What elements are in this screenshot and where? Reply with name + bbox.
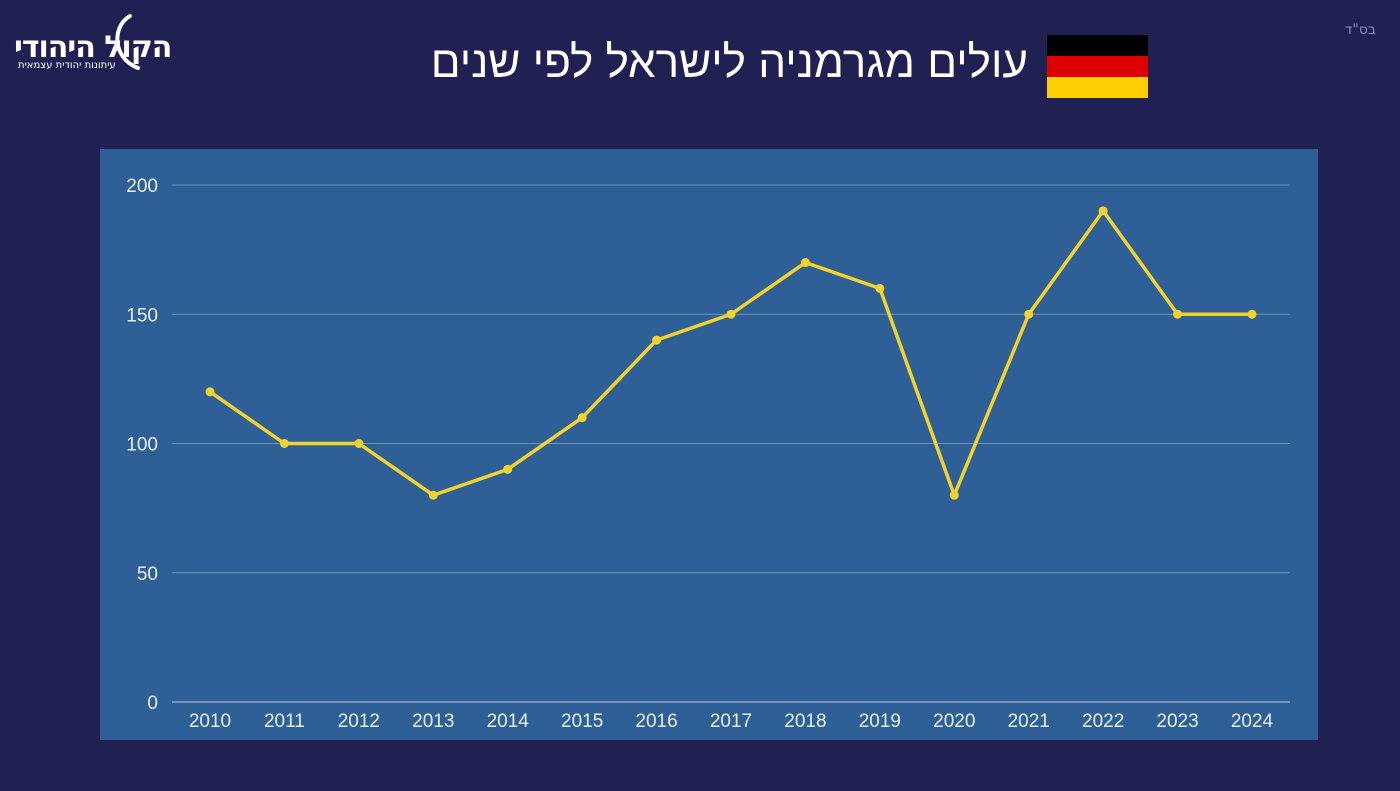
data-point [577, 413, 587, 423]
line-chart: 0 50 100 150 200 2010 2011 2012 2013 2014 2015 2016… [126, 176, 1290, 732]
x-tick-label: 2023 [1156, 711, 1198, 732]
data-point [1024, 309, 1034, 319]
x-tick-label: 2015 [561, 711, 603, 732]
x-tick-label: 2019 [859, 711, 901, 732]
flag-stripe-gold [1047, 77, 1148, 98]
data-point [428, 490, 438, 500]
y-tick-label: 150 [126, 305, 158, 326]
x-tick-label: 2022 [1082, 711, 1124, 732]
data-point [1247, 309, 1257, 319]
y-tick-label: 200 [126, 176, 158, 197]
x-tick-label: 2017 [710, 711, 752, 732]
data-point [354, 439, 364, 448]
logo-tagline: עיתונות יהודית עצמאית [18, 60, 116, 71]
chart-panel: 0 50 100 150 200 2010 2011 2012 2013 2014 2015 2016… [100, 149, 1318, 740]
flag-stripe-black [1047, 35, 1148, 56]
series-line [208, 209, 1254, 497]
data-point [1098, 206, 1108, 216]
data-point [875, 283, 885, 293]
x-tick-label: 2018 [784, 711, 826, 732]
top-right-mark: בס"ד [1344, 22, 1376, 38]
y-tick-label: 0 [147, 693, 158, 714]
x-tick-label: 2020 [933, 711, 975, 732]
data-point [800, 258, 810, 268]
x-tick-label: 2014 [487, 711, 530, 732]
data-point [205, 387, 215, 397]
flag-stripe-red [1047, 56, 1148, 77]
logo-arc-icon [115, 14, 140, 70]
x-tick-label: 2024 [1231, 711, 1274, 732]
data-point [726, 309, 736, 319]
data-point [1173, 309, 1183, 319]
data-point [949, 490, 959, 500]
x-tick-label: 2011 [264, 711, 305, 732]
x-tick-label: 2021 [1008, 711, 1050, 732]
logo: הקול היהודי עיתונות יהודית עצמאית [12, 10, 202, 74]
x-tick-label: 2016 [635, 711, 677, 732]
x-tick-label: 2013 [412, 711, 454, 732]
y-tick-label: 100 [126, 435, 158, 456]
data-point [279, 439, 289, 448]
page-title: עולים מגרמניה לישראל לפי שנים [430, 38, 1028, 87]
germany-flag-icon [1047, 35, 1148, 98]
y-tick-label: 50 [137, 564, 158, 585]
logo-text: הקול היהודי [14, 30, 172, 65]
x-tick-label: 2012 [338, 711, 380, 732]
x-tick-label: 2010 [189, 711, 231, 732]
data-point [503, 464, 513, 474]
data-point [652, 335, 662, 345]
